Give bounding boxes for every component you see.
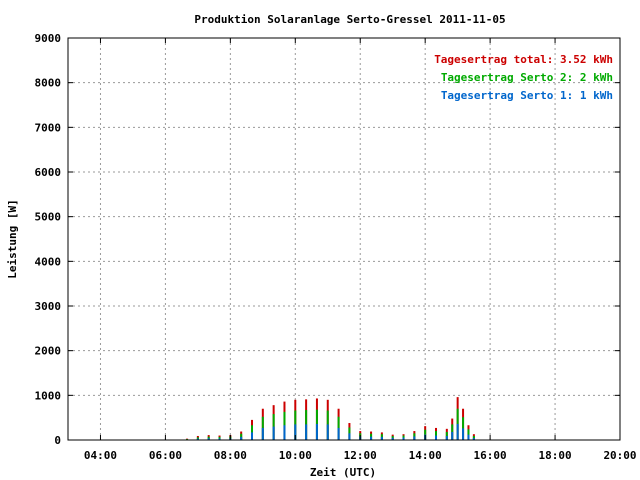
x-axis-label: Zeit (UTC) xyxy=(310,466,376,479)
bar xyxy=(337,427,340,440)
bar xyxy=(272,426,275,440)
x-tick-label: 20:00 xyxy=(603,449,636,462)
bar xyxy=(305,424,308,440)
bar xyxy=(251,432,253,440)
y-tick-label: 0 xyxy=(54,434,61,447)
bar xyxy=(326,424,329,440)
y-tick-label: 2000 xyxy=(35,345,62,358)
x-tick-label: 10:00 xyxy=(279,449,312,462)
bar xyxy=(472,437,475,440)
chart-title: Produktion Solaranlage Serto-Gressel 201… xyxy=(194,13,505,26)
axes: 04:00 06:00 08:00 10:00 12:00 14:00 16:00 18:00… xyxy=(35,32,637,462)
bar xyxy=(218,436,221,440)
y-tick-label: 1000 xyxy=(35,389,62,402)
legend-entry: Tagesertrag Serto 2: 2 kWh xyxy=(441,71,613,84)
bar xyxy=(391,437,394,440)
gridlines xyxy=(68,38,620,440)
bar xyxy=(196,438,199,440)
bar xyxy=(413,436,416,440)
bar xyxy=(348,433,351,440)
x-tick-label: 04:00 xyxy=(84,449,117,462)
y-axis-label: Leistung [W] xyxy=(6,199,19,278)
x-tick-label: 16:00 xyxy=(474,449,507,462)
bar xyxy=(380,436,383,440)
y-tick-label: 8000 xyxy=(35,77,62,90)
y-tick-label: 6000 xyxy=(35,166,62,179)
bars xyxy=(186,397,475,440)
x-tick-label: 18:00 xyxy=(538,449,571,462)
y-tick-label: 7000 xyxy=(35,121,62,134)
legend: Tagesertrag total: 3.52 kWh Tagesertrag S… xyxy=(434,53,613,102)
bar xyxy=(261,427,264,440)
bar xyxy=(451,431,454,440)
bar xyxy=(445,431,448,440)
y-tick-label: 3000 xyxy=(35,300,62,313)
bar xyxy=(207,438,210,440)
legend-entry: Tagesertrag Serto 1: 1 kWh xyxy=(441,89,613,102)
y-tick-label: 4000 xyxy=(35,255,62,268)
bar xyxy=(402,437,405,440)
y-tick-label: 9000 xyxy=(35,32,62,45)
bar xyxy=(240,436,243,440)
bar xyxy=(370,436,373,440)
y-tick-label: 5000 xyxy=(35,211,62,224)
x-tick-label: 14:00 xyxy=(409,449,442,462)
bar xyxy=(315,423,318,440)
bar xyxy=(456,423,459,440)
plot-area-frame xyxy=(67,37,621,441)
bar xyxy=(467,434,470,440)
legend-entry: Tagesertrag total: 3.52 kWh xyxy=(434,53,613,66)
x-tick-label: 06:00 xyxy=(149,449,182,462)
x-tick-label: 08:00 xyxy=(214,449,247,462)
bar xyxy=(445,435,448,440)
x-tick-label: 12:00 xyxy=(344,449,377,462)
bar xyxy=(218,438,221,440)
bar xyxy=(435,435,437,440)
bar xyxy=(283,425,286,440)
bar xyxy=(294,424,297,440)
bar xyxy=(462,428,465,440)
